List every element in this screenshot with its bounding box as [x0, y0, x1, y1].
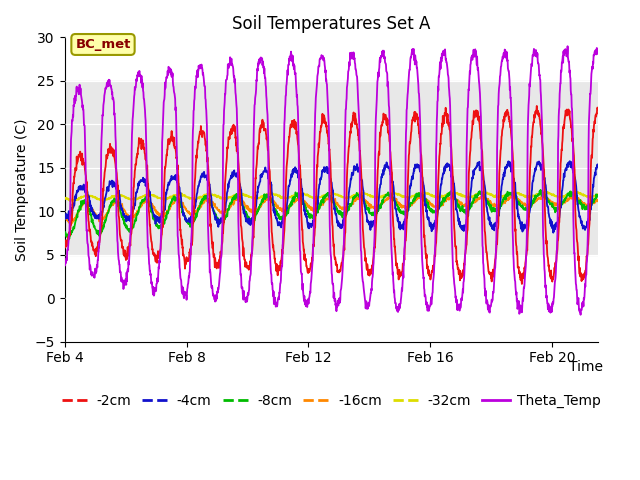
Text: BC_met: BC_met	[76, 38, 131, 51]
Text: Time: Time	[569, 360, 603, 374]
Legend: -2cm, -4cm, -8cm, -16cm, -32cm, Theta_Temp: -2cm, -4cm, -8cm, -16cm, -32cm, Theta_Te…	[56, 388, 607, 413]
Y-axis label: Soil Temperature (C): Soil Temperature (C)	[15, 118, 29, 261]
Bar	[65, 81, 598, 254]
Title: Soil Temperatures Set A: Soil Temperatures Set A	[232, 15, 430, 33]
